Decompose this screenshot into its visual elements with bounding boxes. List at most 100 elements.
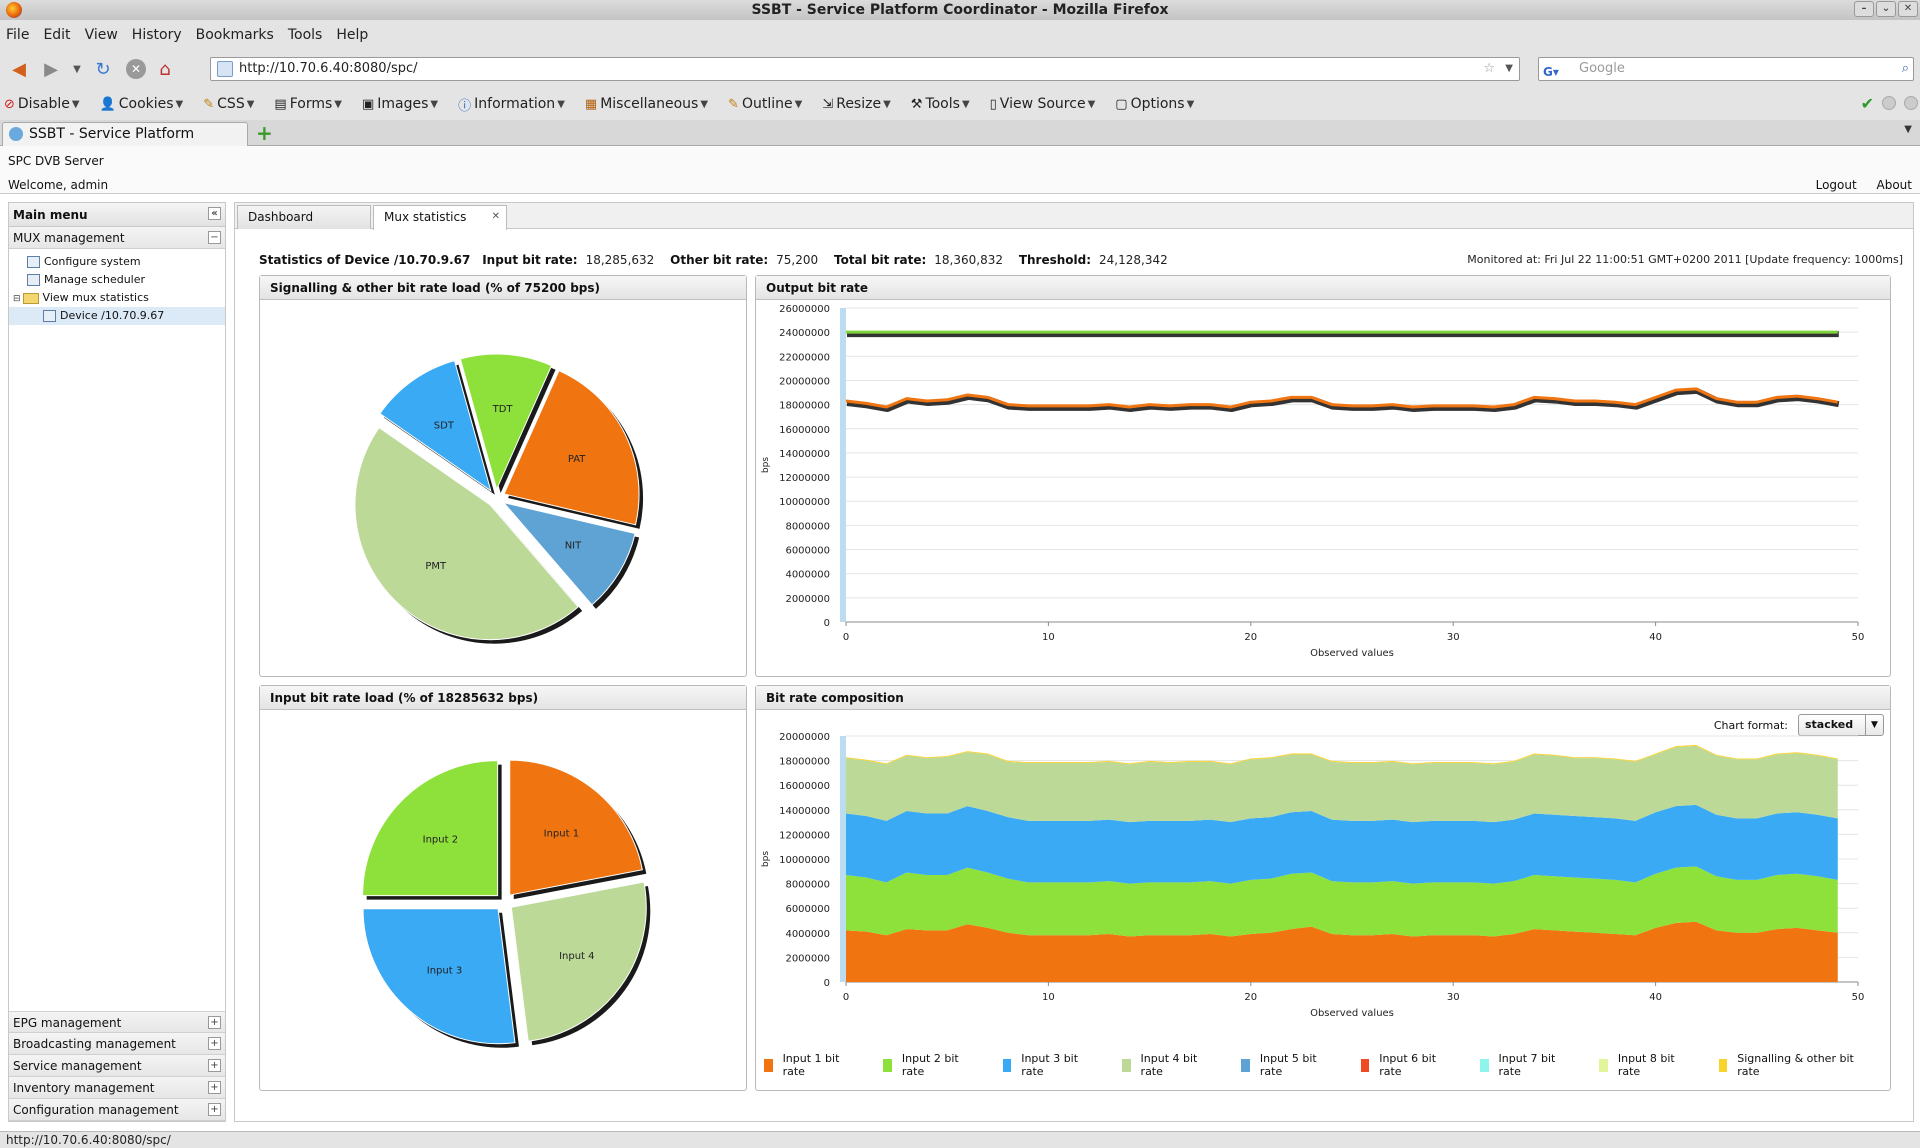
- web-developer-toolbar: ⊘ Disable ▼ 👤 Cookies ▼ ✎ CSS ▼ ▤ Forms ▼ ▣ Image…: [0, 88, 1920, 120]
- y-axis-band: [840, 736, 846, 982]
- section-configuration-management[interactable]: Configuration management +: [9, 1099, 225, 1121]
- y-tick-label: 10000000: [779, 855, 830, 866]
- star-icon[interactable]: ☆: [1483, 61, 1495, 76]
- menu-view[interactable]: View: [84, 27, 118, 43]
- menu-file[interactable]: File: [6, 27, 30, 43]
- y-tick-label: 26000000: [779, 304, 830, 315]
- home-icon[interactable]: ⌂: [159, 58, 171, 80]
- reload-icon[interactable]: ↻: [95, 58, 111, 80]
- stop-icon: ⊘: [4, 96, 15, 112]
- pie-slice-input-1: [509, 759, 643, 896]
- legend-label: Input 8 bit rate: [1617, 1052, 1675, 1078]
- window-title: SSBT - Service Platform Coordinator - Mo…: [751, 2, 1169, 18]
- minus-icon[interactable]: −: [208, 231, 221, 244]
- signalling-pie-chart: PAT NIT PMT SDT TDT: [354, 353, 644, 644]
- legend-item: Input 1 bit rate: [764, 1052, 853, 1078]
- new-tab-icon[interactable]: +: [256, 121, 273, 145]
- devbar-options[interactable]: ▢ Options ▼: [1115, 96, 1195, 112]
- menubar: File Edit View History Bookmarks Tools H…: [0, 20, 1920, 50]
- status-dot-icon[interactable]: [1882, 96, 1896, 110]
- tree-item-configure-system[interactable]: Configure system: [9, 253, 225, 271]
- section-epg-management[interactable]: EPG management +: [9, 1011, 225, 1033]
- wrench-icon: ⚒: [910, 96, 923, 112]
- devbar-forms[interactable]: ▤ Forms ▼: [274, 96, 342, 112]
- tree-item-manage-scheduler[interactable]: Manage scheduler: [9, 271, 225, 289]
- devbar-view-source[interactable]: ▯ View Source ▼: [989, 96, 1096, 112]
- devbar-information[interactable]: ⓘ Information ▼: [458, 96, 565, 114]
- y-tick-label: 20000000: [779, 376, 830, 387]
- devbar-cookies[interactable]: 👤 Cookies ▼: [99, 96, 184, 112]
- other-value: 75,200: [776, 253, 819, 267]
- legend-swatch: [764, 1058, 773, 1072]
- devbar-tools[interactable]: ⚒ Tools ▼: [910, 96, 970, 112]
- plus-icon[interactable]: +: [208, 1103, 221, 1116]
- tree-item-view-mux-statistics[interactable]: ⊟ View mux statistics: [13, 291, 149, 304]
- search-icon[interactable]: ⌕: [1901, 61, 1909, 76]
- devbar-images[interactable]: ▣ Images ▼: [361, 96, 439, 112]
- legend-label: Input 3 bit rate: [1021, 1052, 1079, 1078]
- resize-icon: ⇲: [822, 96, 834, 112]
- devbar-miscellaneous[interactable]: ▦ Miscellaneous ▼: [584, 96, 709, 112]
- menu-help[interactable]: Help: [336, 27, 369, 43]
- history-dropdown-icon[interactable]: ▼: [73, 63, 81, 75]
- chart-format-select[interactable]: stacked ▼: [1798, 714, 1884, 736]
- about-link[interactable]: About: [1876, 178, 1912, 192]
- tree-item-device[interactable]: Device /10.70.9.67: [9, 307, 225, 325]
- y-tick-label: 18000000: [779, 757, 830, 768]
- url-dropdown-icon[interactable]: ▼: [1505, 63, 1513, 74]
- devbar-disable[interactable]: ⊘ Disable ▼: [4, 96, 80, 112]
- legend-label: Signalling & other bit rate: [1737, 1052, 1854, 1078]
- tab-list-icon[interactable]: ▼: [1904, 124, 1912, 135]
- plus-icon[interactable]: +: [208, 1037, 221, 1050]
- search-engine-icon[interactable]: G▾: [1543, 65, 1559, 79]
- check-icon[interactable]: ✔: [1860, 94, 1874, 113]
- series-line-shadow: [846, 387, 1840, 413]
- info-icon: ⓘ: [458, 98, 472, 114]
- section-broadcasting-management[interactable]: Broadcasting management +: [9, 1033, 225, 1055]
- x-tick-label: 40: [1649, 992, 1662, 1003]
- url-bar[interactable]: http://10.70.6.40:8080/spc/ ☆ ▼: [210, 57, 1520, 81]
- menu-edit[interactable]: Edit: [43, 27, 71, 43]
- pie-label: SDT: [434, 421, 455, 432]
- y-tick-label: 16000000: [779, 781, 830, 792]
- close-icon[interactable]: ✕: [1898, 1, 1918, 17]
- tab-mux-statistics[interactable]: Mux statistics ✕: [373, 205, 507, 230]
- menu-bookmarks[interactable]: Bookmarks: [195, 27, 274, 43]
- forward-icon[interactable]: ▶: [44, 58, 58, 80]
- minimize-icon[interactable]: –: [1854, 1, 1874, 17]
- back-icon[interactable]: ◀: [12, 58, 26, 80]
- close-tab-icon[interactable]: ✕: [491, 211, 500, 222]
- logout-link[interactable]: Logout: [1815, 178, 1857, 192]
- pie-label: NIT: [565, 541, 582, 552]
- legend-item: Input 3 bit rate: [1002, 1052, 1092, 1078]
- section-mux-management[interactable]: MUX management −: [9, 227, 225, 249]
- pie-label: Input 4: [559, 951, 594, 962]
- collapse-tree-icon[interactable]: ⊟: [13, 294, 21, 304]
- devbar-css[interactable]: ✎ CSS ▼: [203, 96, 255, 112]
- section-inventory-management[interactable]: Inventory management +: [9, 1077, 225, 1099]
- area-input-2-bit-rate: [846, 866, 1838, 937]
- plus-icon[interactable]: +: [208, 1016, 221, 1029]
- pie-slice-input-4: [510, 881, 647, 1042]
- app-header: SPC DVB Server Welcome, admin Logout Abo…: [0, 146, 1920, 194]
- stop-icon[interactable]: ✕: [126, 59, 146, 79]
- main-menu-title: Main menu: [13, 208, 88, 222]
- tab-dashboard[interactable]: Dashboard: [237, 205, 371, 229]
- pie-label: TDT: [492, 404, 514, 415]
- devbar-resize[interactable]: ⇲ Resize ▼: [822, 96, 891, 112]
- window-titlebar: SSBT - Service Platform Coordinator - Mo…: [0, 0, 1920, 20]
- stats-summary: Statistics of Device /10.70.9.67 Input b…: [259, 253, 1180, 267]
- section-service-management[interactable]: Service management +: [9, 1055, 225, 1077]
- plus-icon[interactable]: +: [208, 1081, 221, 1094]
- plus-icon[interactable]: +: [208, 1059, 221, 1072]
- collapse-icon[interactable]: «: [208, 207, 221, 220]
- x-tick-label: 10: [1042, 632, 1055, 643]
- menu-tools[interactable]: Tools: [287, 27, 323, 43]
- browser-tab[interactable]: SSBT - Service Platform Coordinator: [2, 122, 248, 164]
- maximize-icon[interactable]: ⌄: [1876, 1, 1896, 17]
- status-dot-icon[interactable]: [1904, 96, 1918, 110]
- search-input[interactable]: G▾ Google ⌕: [1538, 57, 1914, 81]
- menu-history[interactable]: History: [131, 27, 182, 43]
- devbar-outline[interactable]: ✎ Outline ▼: [728, 96, 803, 112]
- y-tick-label: 2000000: [785, 953, 830, 964]
